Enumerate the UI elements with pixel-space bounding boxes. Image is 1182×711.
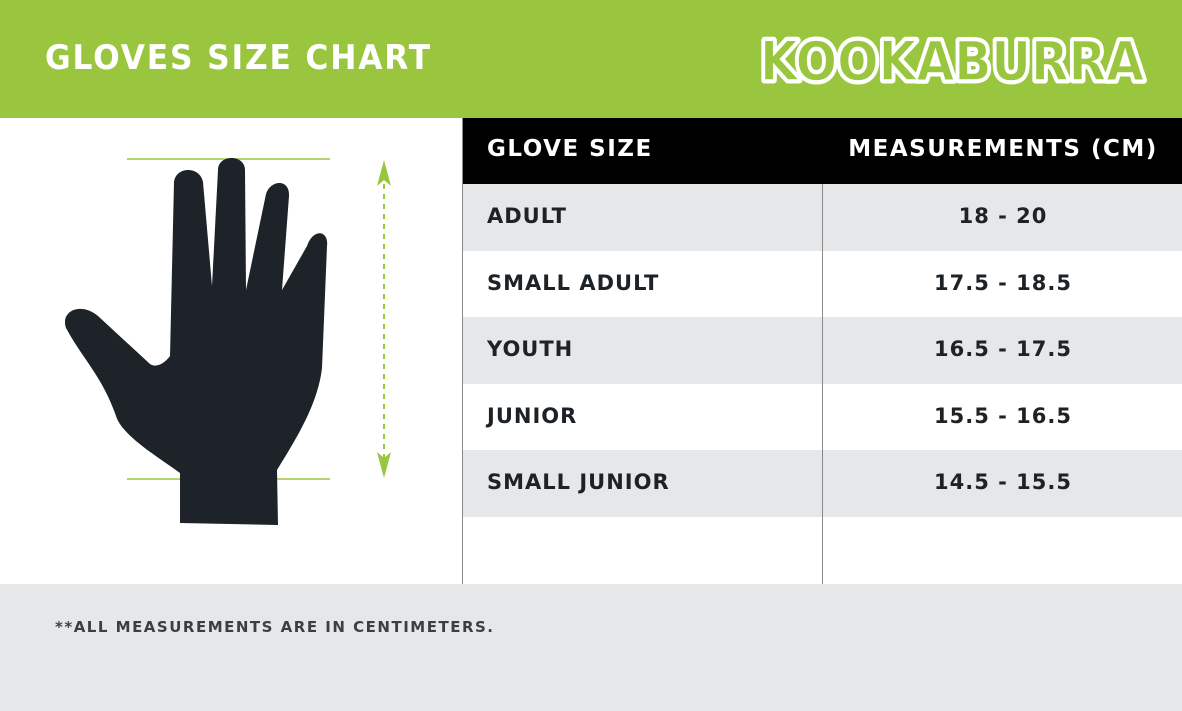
header-banner: GLOVES SIZE CHART KOOKABURRA KOOKABURRA bbox=[0, 0, 1182, 118]
hand-illustration-panel bbox=[0, 118, 462, 584]
header-measurements: MEASUREMENTS (CM) bbox=[848, 136, 1158, 162]
measurement-cell: 15.5 - 16.5 bbox=[934, 403, 1072, 428]
measurement-cell: 18 - 20 bbox=[958, 204, 1048, 228]
column-divider bbox=[822, 184, 823, 584]
brand-logo-text: KOOKABURRA bbox=[760, 30, 1144, 90]
size-cell: SMALL JUNIOR bbox=[487, 470, 670, 495]
arrow-up-icon bbox=[377, 160, 391, 186]
footnote: **ALL MEASUREMENTS ARE IN CENTIMETERS. bbox=[55, 618, 495, 636]
page-title: GLOVES SIZE CHART bbox=[45, 38, 432, 78]
size-cell: ADULT bbox=[487, 204, 567, 228]
size-cell: SMALL ADULT bbox=[487, 270, 660, 295]
size-table: GLOVE SIZE MEASUREMENTS (CM) ADULT 18 - … bbox=[462, 118, 1182, 584]
header-glove-size: GLOVE SIZE bbox=[487, 136, 653, 162]
brand-logo: KOOKABURRA KOOKABURRA bbox=[757, 28, 1148, 90]
size-cell: JUNIOR bbox=[487, 403, 578, 428]
hand-measure-diagram bbox=[64, 158, 391, 525]
table-header: GLOVE SIZE MEASUREMENTS (CM) bbox=[463, 118, 1182, 184]
size-cell: YOUTH bbox=[487, 337, 574, 362]
footer-band: **ALL MEASUREMENTS ARE IN CENTIMETERS. bbox=[0, 584, 1182, 711]
brand-logo-inner: KOOKABURRA bbox=[760, 30, 1144, 90]
hand-icon bbox=[64, 158, 328, 525]
measurement-cell: 16.5 - 17.5 bbox=[934, 337, 1072, 362]
measurement-cell: 17.5 - 18.5 bbox=[934, 270, 1072, 295]
measurement-cell: 14.5 - 15.5 bbox=[934, 470, 1072, 495]
arrow-down-icon bbox=[377, 452, 391, 478]
